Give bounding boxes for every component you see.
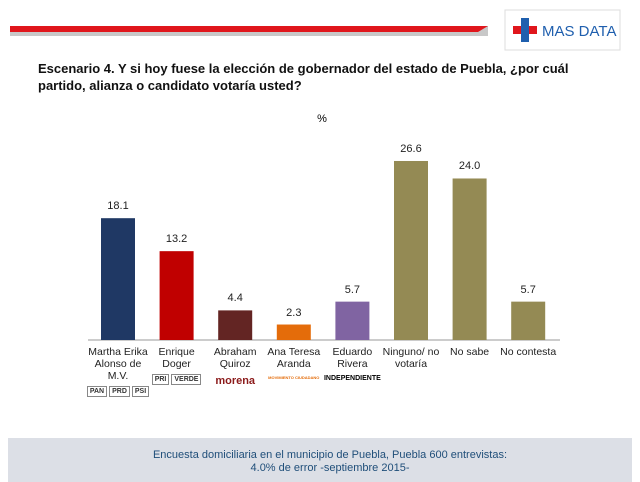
party-logos: PRI VERDE	[144, 374, 210, 385]
x-tick-label: No sabe	[450, 346, 490, 358]
value-label: 18.1	[107, 200, 129, 213]
x-tick-label: Eduardo Rivera	[332, 346, 373, 370]
bar	[159, 251, 194, 340]
unit-label: %	[317, 113, 327, 125]
party-label: PRD	[109, 386, 130, 397]
party-logos: morena	[202, 374, 268, 388]
party-logos: MOVIMIENTO CIUDADANO	[261, 374, 327, 381]
party-logos: PAN PRD PSI	[85, 386, 151, 397]
x-tick-label: No contesta	[500, 346, 557, 358]
party-label: VERDE	[171, 374, 202, 385]
footer-band	[8, 438, 632, 482]
footer: Encuesta domiciliaria en el municipio de…	[152, 449, 508, 474]
value-label: 5.7	[520, 283, 536, 296]
chart-title: Escenario 4. Y si hoy fuese la elección …	[38, 61, 569, 93]
party-label: PAN	[86, 386, 108, 397]
value-label: 4.4	[227, 292, 243, 305]
brand: MAS DATA	[542, 23, 616, 40]
value-label: 26.6	[400, 142, 422, 155]
value-label: 24.0	[458, 160, 481, 173]
x-tick-label: Ana Teresa Aranda	[267, 346, 321, 370]
bar	[452, 178, 487, 340]
value-label: 13.2	[165, 233, 188, 246]
logo-cross	[521, 18, 529, 42]
x-tick-label: Enrique Doger	[158, 346, 195, 370]
bar	[276, 324, 311, 340]
party-label: INDEPENDIENTE	[323, 375, 381, 382]
party-logos: INDEPENDIENTE	[319, 374, 385, 383]
bar	[511, 301, 546, 340]
value-label: 2.3	[286, 306, 302, 319]
x-tick-label: Martha Erika Alonso de M.V.	[88, 346, 148, 382]
party-label: PRI	[151, 374, 170, 385]
x-tick-label: Ninguno/ no votaría	[382, 346, 440, 370]
value-label: 5.7	[344, 283, 361, 296]
bar	[101, 218, 135, 340]
party-label: PSI	[131, 386, 150, 397]
bar	[335, 301, 370, 340]
bar	[394, 160, 428, 340]
header-band-red	[10, 26, 488, 32]
party-label: MOVIMIENTO CIUDADANO	[268, 375, 320, 380]
bar	[218, 310, 253, 340]
party-label: morena	[215, 375, 256, 387]
x-tick-label: Abraham Quiroz	[213, 346, 257, 370]
